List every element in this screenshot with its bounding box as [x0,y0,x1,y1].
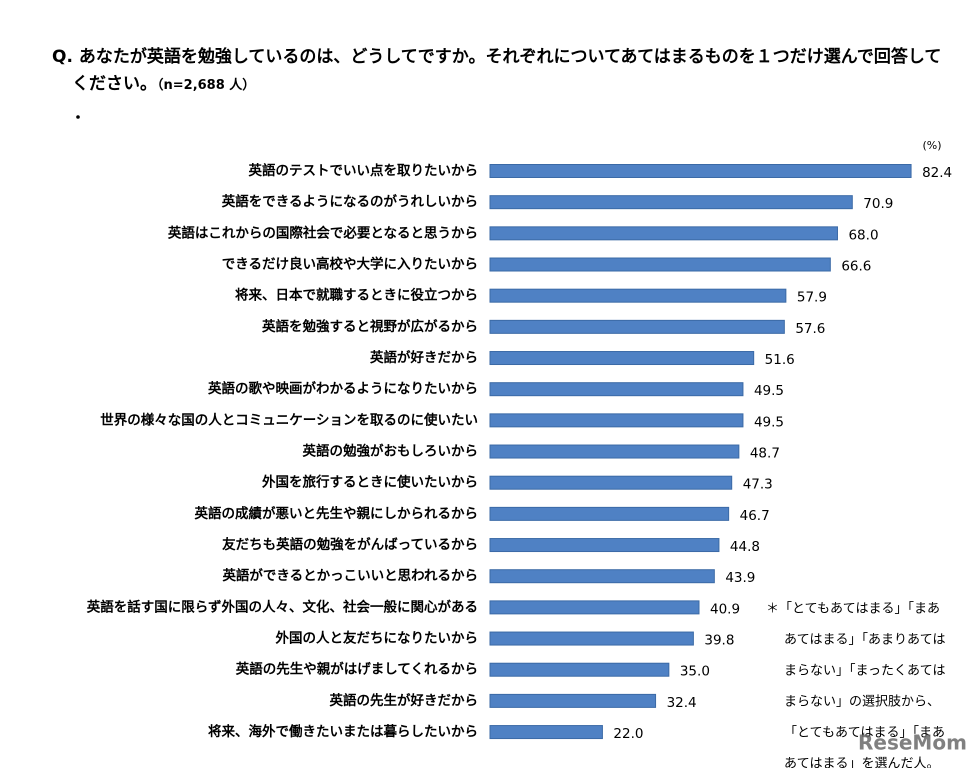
value-label: 66.6 [841,259,871,275]
category-label: 英語の歌や映画がわかるようになりたいから [207,380,478,397]
value-label: 57.6 [795,321,825,337]
value-label: 32.4 [667,695,697,711]
category-label: 英語が好きだから [369,349,478,366]
category-label: 英語を勉強すると視野が広がるから [261,318,478,335]
bar [489,631,694,646]
bar [489,382,744,397]
bar [489,662,670,677]
value-label: 82.4 [922,165,952,181]
footnote-line: まらない」の選択肢から、 [784,694,940,710]
category-label: 英語のテストでいい点を取りたいから [248,162,479,179]
chart-subtitle: （n=2,688 人） [157,78,256,93]
bar [489,538,720,553]
category-label: 外国の人と友だちになりたいから [276,630,479,647]
bar [489,569,715,584]
bar [489,693,657,708]
value-label: 47.3 [743,477,773,493]
bar [489,319,785,334]
bar [489,475,733,490]
watermark: ReseMom [858,731,967,755]
value-label: 39.8 [704,633,734,649]
value-label: 49.5 [754,383,784,399]
title-block: Q. あなたが英語を勉強しているのは、どうしてですか。それぞれについてあてはまる… [52,44,942,99]
bar [489,413,744,428]
footnote-line: あてはまる」「あまりあては [784,633,945,648]
category-label: 英語をできるようになるのがうれしいから [221,193,478,210]
value-label: 51.6 [765,352,795,368]
value-label: 43.9 [725,570,755,586]
value-label: 22.0 [613,726,643,742]
category-label: 外国を旅行するときに使いたいから [262,474,478,491]
value-label: 70.9 [863,196,893,212]
category-label: 英語ができるとかっこいいと思われるから [221,567,478,584]
bar [489,164,912,178]
value-label: 68.0 [848,227,878,243]
category-label: 世界の様々な国の人とコミュニケーションを取るのに使いたい [100,411,478,428]
category-label: 英語はこれからの国際社会で必要となると思うから [167,224,478,241]
chart-title: Q. あなたが英語を勉強しているのは、どうしてですか。それぞれについてあてはまる… [52,47,942,94]
value-label: 57.9 [797,290,827,306]
footnote-line: あてはまる」を選んだ人。 [784,757,939,768]
bar [489,257,831,272]
category-label: 英語の先生が好きだから [329,692,479,709]
footnote-line: ＊「とてもあてはまる」「まあ [766,602,940,617]
bar [489,351,755,366]
category-label: 英語を話す国に限らず外国の人々、文化、社会一般に関心がある [86,598,478,615]
bar [489,444,740,459]
footnote-line: まらない」「まったくあては [784,664,945,679]
bar [489,725,603,740]
value-label: 49.5 [754,414,784,430]
value-label: 44.8 [730,539,760,555]
value-label: 46.7 [740,508,770,524]
category-label: 英語の勉強がおもしろいから [302,443,479,460]
category-label: できるだけ良い高校や大学に入りたいから [222,256,478,273]
value-label: 35.0 [680,664,710,680]
category-label: 友だちも英語の勉強をがんばっているから [222,536,478,553]
category-label: 英語の成績が悪いと先生や親にしかられるから [194,505,479,522]
bar [489,226,838,241]
category-label: 将来、海外で働きたいまたは暮らしたいから [208,723,478,740]
bar [489,600,700,615]
footnote-line: 「とてもあてはまる」「まあ [784,726,945,741]
value-label: 40.9 [710,601,740,617]
bullet [76,115,80,119]
category-label: 将来、日本で就職するときに役立つから [235,287,478,304]
value-label: 48.7 [750,446,780,462]
category-label: 英語の先生や親がはげましてくれるから [235,661,478,678]
unit-label: (%) [922,139,941,152]
bar [489,288,787,303]
bar [489,506,730,521]
bar [489,195,853,210]
